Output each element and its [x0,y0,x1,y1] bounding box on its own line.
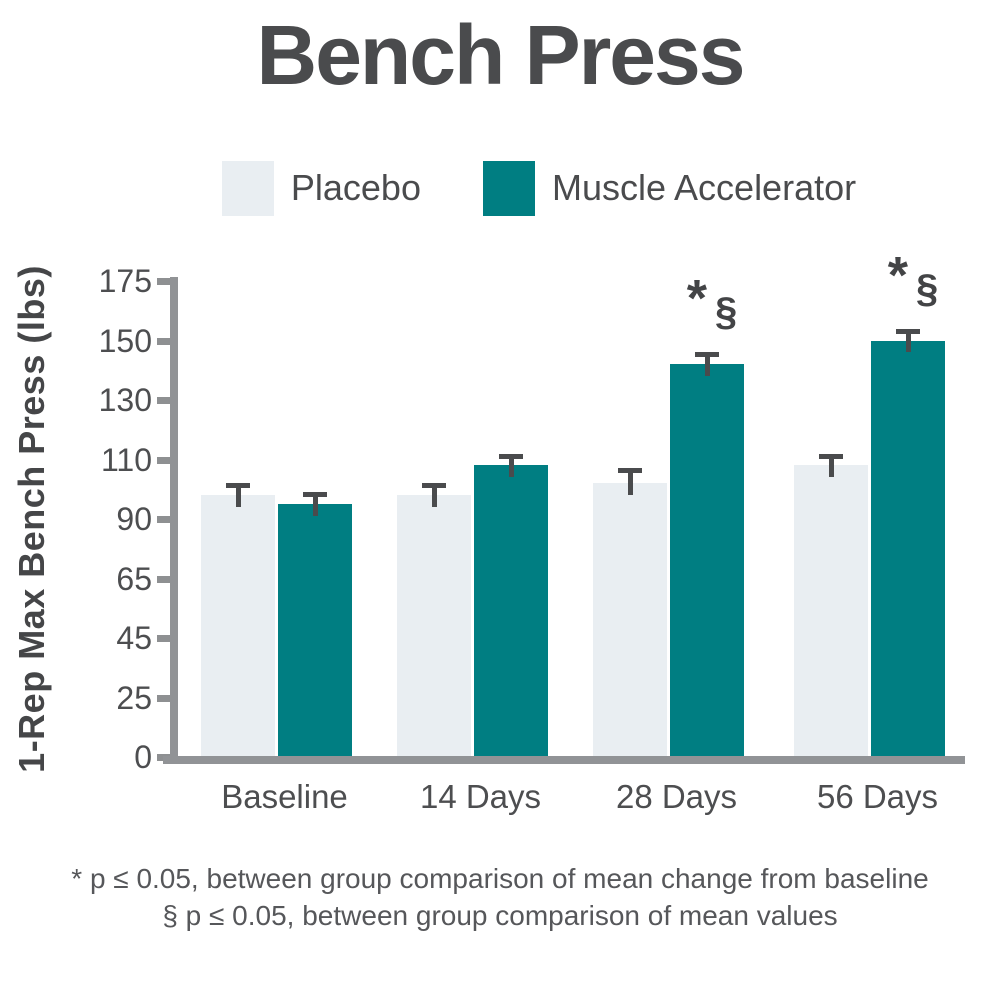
y-tick-label: 175 [98,263,152,299]
y-tick-label: 45 [116,620,152,656]
error-bar-cap [896,328,920,334]
y-axis-spine [170,277,178,764]
error-bar-stem [905,328,911,353]
x-category-label: Baseline [221,778,348,815]
bar-placebo-14-days [397,495,471,756]
y-tick-mark [157,575,171,583]
y-tick-mark [157,397,171,404]
bar-muscle-accelerator-baseline [278,504,352,756]
bar-placebo-baseline [201,495,275,756]
section-marker: § [916,266,939,311]
error-bar-stem [312,492,318,517]
error-bar-stem [508,453,514,478]
footnote-line-1: * p ≤ 0.05, between group comparison of … [71,863,929,894]
legend-label-muscle-accelerator: Muscle Accelerator [551,167,857,208]
bar-placebo-28-days [593,483,667,756]
x-category-label: 56 Days [816,778,939,815]
asterisk-marker: * [887,246,908,305]
y-tick-label: 110 [100,441,152,478]
y-tick-label: 130 [98,382,152,418]
significance-annotation: * § [686,270,738,335]
error-bar-stem [627,468,633,496]
x-category-label: 14 Days [419,778,542,815]
error-bar-stem [431,483,437,508]
asterisk-marker: * [686,270,707,329]
legend-item-placebo: Placebo [221,160,421,216]
x-category-label: 28 Days [615,778,738,815]
error-bar-cap [226,483,250,489]
chart-legend: Placebo Muscle Accelerator [0,160,1000,216]
significance-annotation: * § [887,246,939,311]
muscle-accelerator-swatch-icon [482,160,535,216]
error-bar-cap [819,453,843,459]
y-tick-mark [157,278,171,285]
error-bar-stem [235,483,241,508]
legend-item-muscle-accelerator: Muscle Accelerator [482,160,857,216]
y-tick-label: 150 [98,322,152,359]
error-bar-cap [695,352,719,358]
error-bar-stem [828,453,834,478]
bar-muscle-accelerator-14-days [474,465,548,756]
x-axis-spine [163,756,965,764]
y-tick-mark [157,635,171,642]
error-bar-cap [618,468,642,474]
y-tick-label: 90 [116,501,152,537]
section-marker: § [715,290,738,335]
y-tick-mark [157,516,171,523]
error-bar-cap [499,453,523,459]
bar-placebo-56-days [794,465,868,756]
error-bar-cap [303,492,327,498]
bar-muscle-accelerator-56-days [871,340,945,756]
y-tick-mark [157,337,171,345]
y-tick-label: 25 [116,679,152,716]
placebo-swatch-icon [221,160,274,216]
page-title: Bench Press [256,8,746,102]
footnotes: * p ≤ 0.05, between group comparison of … [0,860,1000,934]
footnote-line-2: § p ≤ 0.05, between group comparison of … [162,900,838,931]
y-tick-label: 65 [116,560,152,597]
error-bar-stem [704,352,710,377]
y-tick-mark [157,456,171,464]
legend-label-placebo: Placebo [290,167,421,208]
error-bar-cap [422,483,446,489]
bar-muscle-accelerator-28-days [670,364,744,756]
y-tick-mark [157,694,171,702]
y-tick-label: 0 [134,739,152,775]
